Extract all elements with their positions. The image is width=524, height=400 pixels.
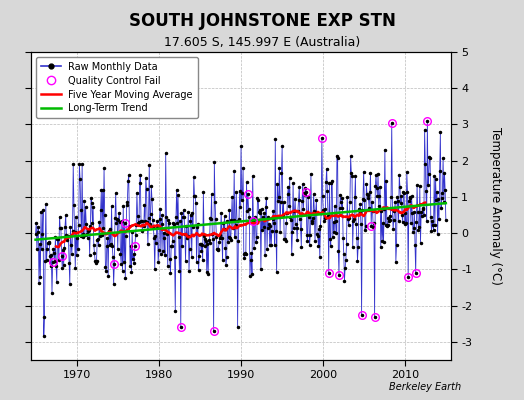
Text: SOUTH JOHNSTONE EXP STN: SOUTH JOHNSTONE EXP STN [128,12,396,30]
Text: Berkeley Earth: Berkeley Earth [389,382,461,392]
Y-axis label: Temperature Anomaly (°C): Temperature Anomaly (°C) [489,127,502,285]
Text: 17.605 S, 145.997 E (Australia): 17.605 S, 145.997 E (Australia) [164,36,360,49]
Legend: Raw Monthly Data, Quality Control Fail, Five Year Moving Average, Long-Term Tren: Raw Monthly Data, Quality Control Fail, … [36,57,198,118]
